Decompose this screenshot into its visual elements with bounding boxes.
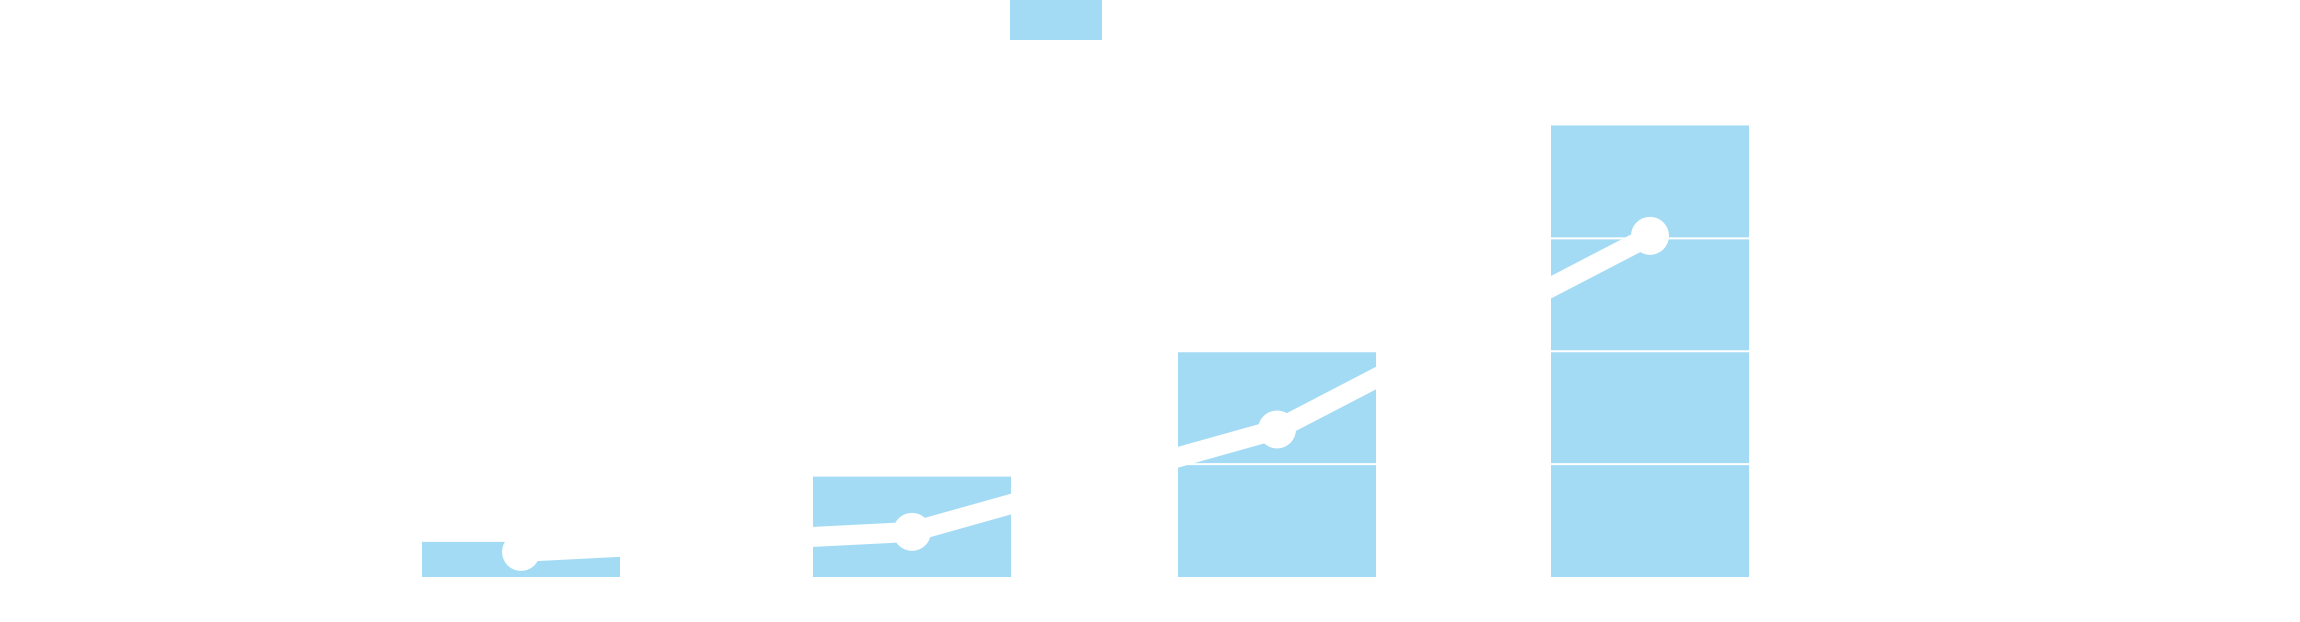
line-point: [502, 532, 540, 571]
line-path: [520, 226, 1655, 562]
line-point: [1258, 410, 1296, 449]
line-series: [502, 216, 1669, 571]
line-point: [893, 512, 931, 551]
line-point: [1631, 216, 1669, 255]
legend-swatch: [1010, 0, 1102, 40]
gridlines: [375, 237, 1830, 466]
